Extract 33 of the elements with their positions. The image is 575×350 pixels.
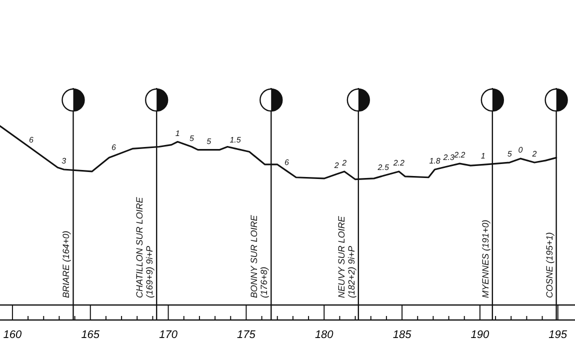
ref-line-label: BRIARE (164+0) [61, 230, 72, 298]
x-tick-label: 185 [392, 329, 412, 341]
annotation: 5 [189, 134, 194, 143]
ref-line-label: BONNY SUR LOIRE (176+8) [249, 214, 270, 298]
annotation: 1.8 [429, 156, 441, 166]
annotation: 1.5 [230, 136, 242, 145]
x-tick-label: 170 [159, 329, 178, 341]
annotation: 3 [62, 156, 67, 166]
annotation: 1 [480, 152, 486, 161]
ref-line-label: NEUVY SUR LOIRE (182+2) 9i+P [336, 215, 356, 298]
annotation: 6 [28, 135, 34, 144]
ref-line-label: MYENNES (191+0) [480, 220, 490, 298]
annotation: 2.3 [442, 153, 455, 162]
x-tick-label: 180 [314, 329, 334, 341]
annotation: 0 [518, 146, 524, 155]
annotation: 6 [112, 142, 117, 152]
annotation: 6 [284, 158, 290, 167]
x-tick-label: 165 [81, 329, 100, 341]
annotation: 2.2 [453, 150, 466, 160]
annotation: 5 [206, 136, 212, 146]
ref-line-label: CHATILLON SUR LOIRE (169+9) 9i+P [134, 196, 155, 298]
x-tick-label: 160 [3, 329, 23, 341]
x-tick-label: 175 [237, 329, 256, 341]
annotation: 2 [531, 150, 538, 159]
annotation: 2 [341, 158, 348, 168]
annotation: 1 [175, 128, 180, 138]
ref-line-label: COSNE (195+1) [544, 232, 554, 298]
annotation: 2.5 [376, 162, 390, 172]
annotation: 2 [333, 161, 340, 170]
x-tick-label: 190 [470, 329, 490, 341]
annotation: 5 [507, 150, 512, 159]
annotation: 2.2 [392, 158, 406, 168]
x-tick-label: 195 [548, 329, 568, 341]
